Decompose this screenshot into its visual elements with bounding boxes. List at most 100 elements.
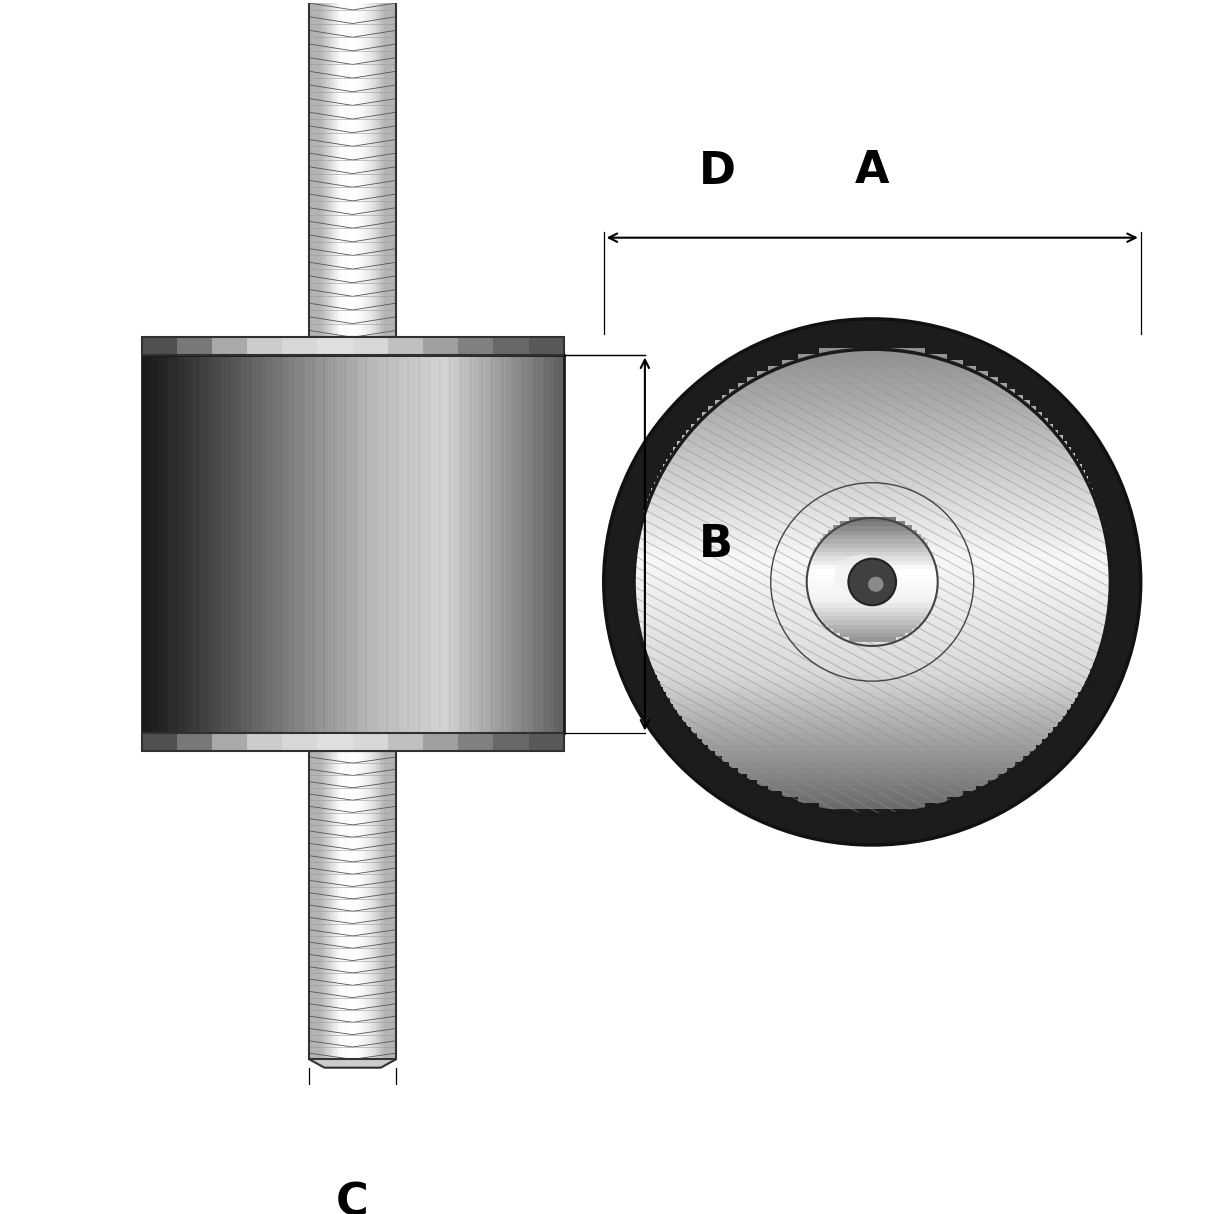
Bar xyxy=(305,354,311,733)
Bar xyxy=(316,0,318,337)
Bar xyxy=(634,569,1111,577)
Bar xyxy=(385,0,387,337)
Ellipse shape xyxy=(868,577,884,591)
Bar xyxy=(715,401,1029,408)
Bar xyxy=(268,354,273,733)
Bar xyxy=(183,354,189,733)
Bar xyxy=(142,733,177,750)
Bar xyxy=(532,354,538,733)
Bar xyxy=(666,459,1078,465)
Bar xyxy=(333,750,335,1060)
Bar xyxy=(395,354,401,733)
Bar xyxy=(635,592,1110,600)
Bar xyxy=(635,557,1110,565)
Bar xyxy=(809,560,935,565)
Bar xyxy=(318,0,320,337)
Bar xyxy=(295,354,300,733)
Bar xyxy=(370,0,373,337)
Bar xyxy=(677,709,1067,716)
Bar xyxy=(142,733,563,750)
Bar xyxy=(327,750,329,1060)
Text: C: C xyxy=(336,1181,369,1214)
Bar xyxy=(649,494,1095,500)
Bar xyxy=(358,750,362,1060)
Bar xyxy=(756,778,987,785)
Bar xyxy=(659,470,1085,477)
Polygon shape xyxy=(310,1060,396,1067)
Bar xyxy=(242,354,248,733)
Bar xyxy=(385,750,387,1060)
Bar xyxy=(815,607,930,612)
Bar xyxy=(421,354,426,733)
Bar xyxy=(358,0,362,337)
Bar xyxy=(364,0,367,337)
Bar xyxy=(168,354,174,733)
Bar xyxy=(458,354,464,733)
Bar xyxy=(730,761,1015,768)
Bar xyxy=(636,605,1108,611)
Bar xyxy=(677,441,1067,448)
Bar xyxy=(331,354,336,733)
Bar xyxy=(379,750,381,1060)
Bar xyxy=(317,337,352,354)
Bar xyxy=(390,354,395,733)
Bar xyxy=(702,412,1043,419)
Bar xyxy=(691,726,1054,733)
Bar xyxy=(310,750,312,1060)
Bar xyxy=(516,354,522,733)
Bar xyxy=(364,750,367,1060)
Bar xyxy=(368,354,374,733)
Bar xyxy=(401,354,405,733)
Bar xyxy=(807,572,937,578)
Bar xyxy=(248,354,253,733)
Bar xyxy=(554,354,558,733)
Bar xyxy=(528,337,563,354)
Bar xyxy=(682,715,1062,721)
Bar xyxy=(652,663,1093,669)
Bar xyxy=(329,750,333,1060)
Bar xyxy=(205,354,210,733)
Bar xyxy=(311,354,316,733)
Bar xyxy=(352,337,387,354)
Bar xyxy=(473,354,480,733)
Bar xyxy=(840,521,904,527)
Bar xyxy=(756,371,987,379)
Bar xyxy=(370,750,373,1060)
Bar xyxy=(663,465,1082,471)
Bar xyxy=(363,354,368,733)
Bar xyxy=(798,796,947,802)
Polygon shape xyxy=(310,743,396,750)
Bar xyxy=(674,703,1071,710)
Bar xyxy=(253,354,257,733)
Bar xyxy=(347,354,352,733)
Bar xyxy=(142,337,563,354)
Bar xyxy=(324,0,327,337)
Bar xyxy=(670,453,1074,460)
Bar xyxy=(645,645,1100,652)
Bar xyxy=(642,517,1102,523)
Bar xyxy=(362,0,364,337)
Bar xyxy=(768,365,976,373)
Bar xyxy=(416,354,421,733)
Bar xyxy=(163,354,168,733)
Bar xyxy=(390,0,393,337)
Bar xyxy=(548,354,554,733)
Bar xyxy=(809,594,935,599)
Bar xyxy=(194,354,199,733)
Bar xyxy=(174,354,178,733)
Bar xyxy=(489,354,495,733)
Bar xyxy=(686,430,1059,437)
Ellipse shape xyxy=(849,558,896,606)
Bar xyxy=(316,750,318,1060)
Bar xyxy=(458,337,493,354)
Bar xyxy=(367,0,370,337)
Bar xyxy=(178,354,183,733)
Bar xyxy=(199,354,205,733)
Bar xyxy=(812,551,932,556)
Bar xyxy=(828,529,917,535)
Bar xyxy=(828,624,917,629)
Bar xyxy=(811,555,934,561)
Bar xyxy=(643,511,1101,518)
Bar xyxy=(453,354,458,733)
Bar xyxy=(458,733,493,750)
